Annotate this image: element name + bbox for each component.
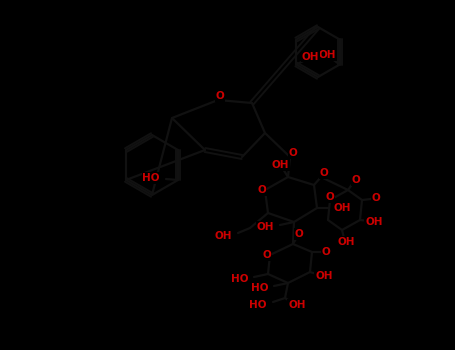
Text: HO: HO (231, 274, 248, 284)
Text: O: O (258, 185, 266, 195)
Text: OH: OH (214, 231, 232, 241)
Text: O: O (322, 247, 330, 257)
Text: OH: OH (271, 160, 289, 170)
Text: O: O (288, 148, 298, 158)
Text: OH: OH (257, 222, 274, 232)
Text: O: O (216, 91, 224, 101)
Text: O: O (295, 229, 303, 239)
Text: O: O (326, 192, 334, 202)
Text: OH: OH (333, 203, 350, 213)
Text: OH: OH (288, 300, 306, 310)
Text: OH: OH (365, 217, 383, 227)
Text: O: O (319, 168, 329, 178)
Text: OH: OH (302, 51, 319, 62)
Text: OH: OH (337, 237, 355, 247)
Text: HO: HO (249, 300, 267, 310)
Text: O: O (372, 193, 380, 203)
Text: HO: HO (251, 283, 268, 293)
Text: OH: OH (319, 50, 336, 61)
Text: HO: HO (142, 173, 160, 183)
Text: O: O (263, 250, 271, 260)
Text: OH: OH (315, 271, 333, 281)
Text: O: O (352, 175, 360, 185)
